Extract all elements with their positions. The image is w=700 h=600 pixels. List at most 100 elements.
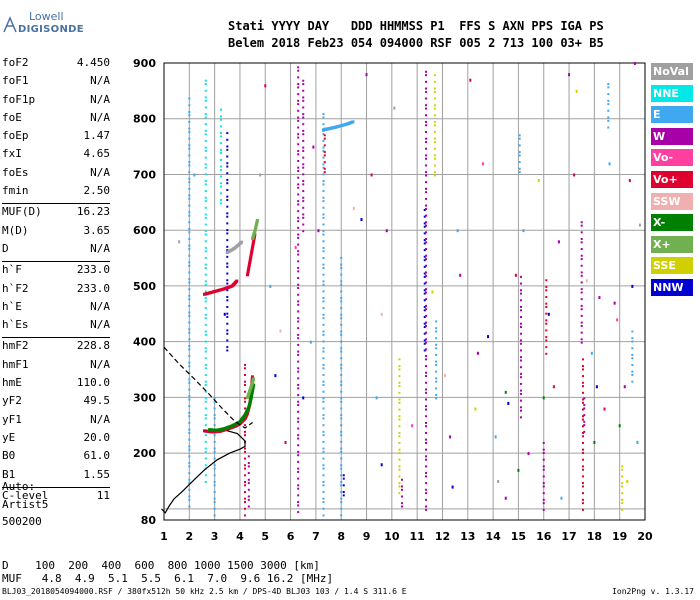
echo-point xyxy=(425,130,428,133)
echo-point xyxy=(244,457,247,460)
echo-point xyxy=(425,465,428,468)
echo-point xyxy=(423,322,426,325)
echo-point xyxy=(603,407,606,411)
echo-point xyxy=(297,260,300,263)
echo-point xyxy=(425,455,428,458)
echo-point xyxy=(297,333,300,336)
echo-point xyxy=(322,397,325,400)
echo-point xyxy=(469,78,472,82)
echo-point xyxy=(631,340,634,343)
echo-point xyxy=(519,282,522,285)
echo-point xyxy=(297,501,300,504)
echo-point xyxy=(423,215,426,218)
echo-point xyxy=(398,475,401,478)
echo-point xyxy=(213,414,216,417)
echo-point xyxy=(425,405,428,408)
echo-point xyxy=(204,96,207,99)
echo-point xyxy=(580,231,583,234)
file-info-line: BLJ03_2018054094000.RSF / 380fx512h 50 k… xyxy=(2,587,407,596)
echo-point xyxy=(204,367,207,370)
echo-point xyxy=(244,497,247,500)
echo-point xyxy=(302,396,305,400)
echo-point xyxy=(247,488,250,491)
echo-point xyxy=(400,485,403,488)
echo-point xyxy=(425,375,428,378)
echo-point xyxy=(621,502,624,505)
echo-point xyxy=(425,241,428,244)
echo-point xyxy=(297,266,300,269)
echo-point xyxy=(188,237,191,240)
echo-point xyxy=(400,478,403,481)
echo-point xyxy=(297,136,300,139)
echo-point xyxy=(423,242,426,245)
echo-point xyxy=(297,203,300,206)
echo-point xyxy=(545,336,548,339)
echo-point xyxy=(542,475,545,478)
echo-point xyxy=(204,363,207,366)
echo-point xyxy=(204,307,207,310)
echo-point xyxy=(595,385,598,389)
echo-point xyxy=(226,165,229,168)
trace-point xyxy=(247,266,251,270)
echo-point xyxy=(580,221,583,224)
echo-point xyxy=(204,397,207,400)
trace-point xyxy=(249,254,253,258)
echo-point xyxy=(322,246,325,249)
echo-point xyxy=(580,258,583,261)
trace-point xyxy=(252,240,256,244)
echo-point xyxy=(425,120,428,123)
echo-point xyxy=(297,444,300,447)
echo-point xyxy=(226,222,229,225)
trace-point xyxy=(255,218,259,222)
echo-point xyxy=(631,347,634,350)
echo-point xyxy=(504,496,507,500)
echo-point xyxy=(244,373,247,376)
echo-point xyxy=(297,310,300,313)
echo-point xyxy=(322,363,325,366)
echo-point xyxy=(423,339,426,342)
echo-point xyxy=(398,468,401,471)
echo-point xyxy=(226,239,229,242)
echo-point xyxy=(518,134,521,137)
echo-point xyxy=(322,133,325,136)
echo-point xyxy=(297,343,300,346)
echo-point xyxy=(188,355,191,358)
echo-point xyxy=(204,357,207,360)
echo-point xyxy=(302,190,305,193)
echo-point xyxy=(213,434,216,437)
trace-point xyxy=(251,385,255,389)
echo-point xyxy=(302,223,305,226)
y-tick-label: 800 xyxy=(133,113,156,126)
echo-point xyxy=(297,243,300,246)
echo-point xyxy=(340,333,343,336)
echo-point xyxy=(581,485,584,488)
echo-point xyxy=(581,385,584,388)
echo-point xyxy=(219,115,222,118)
echo-point xyxy=(545,285,548,288)
echo-point xyxy=(204,200,207,203)
param-row: hmF1 N/A xyxy=(2,358,110,376)
echo-point xyxy=(322,113,325,116)
echo-point xyxy=(297,69,300,72)
x-tick-label: 20 xyxy=(637,530,653,543)
echo-point xyxy=(340,357,343,360)
echo-point xyxy=(302,83,305,86)
param-row: fxI 4.65 xyxy=(2,147,110,165)
echo-point xyxy=(204,273,207,276)
echo-point xyxy=(188,294,191,297)
trace-point xyxy=(246,269,250,273)
echo-point xyxy=(425,298,428,301)
echo-point xyxy=(213,407,216,410)
echo-point xyxy=(323,171,326,174)
echo-point xyxy=(244,467,247,470)
echo-point xyxy=(425,388,428,391)
echo-point xyxy=(188,197,191,200)
param-row: h`Es N/A xyxy=(2,318,110,336)
echo-point xyxy=(607,109,610,112)
echo-point xyxy=(433,154,436,157)
echo-point xyxy=(322,380,325,383)
echo-point xyxy=(226,138,229,141)
echo-point xyxy=(322,206,325,209)
echo-point xyxy=(213,440,216,443)
param-row: foE N/A xyxy=(2,111,110,129)
